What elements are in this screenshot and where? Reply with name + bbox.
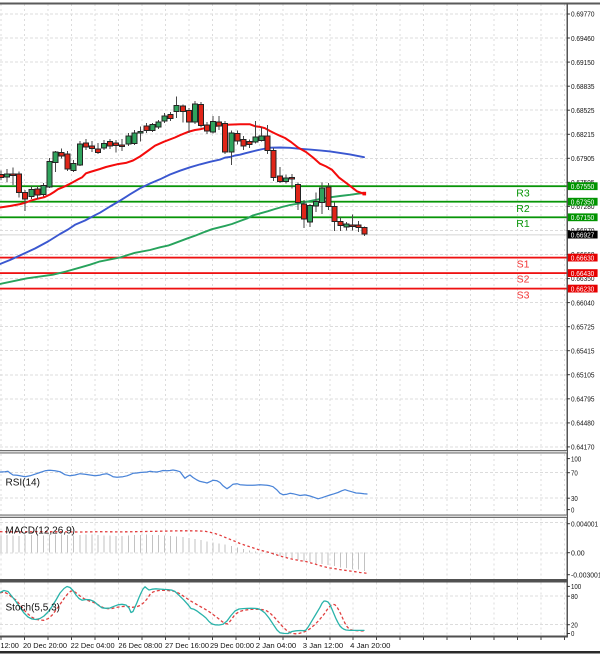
svg-text:0.64170: 0.64170 (571, 443, 595, 452)
svg-text:-0.003001: -0.003001 (571, 570, 600, 579)
svg-text:0.68835: 0.68835 (571, 82, 595, 91)
svg-text:0.69460: 0.69460 (571, 34, 595, 43)
svg-text:S3: S3 (517, 290, 530, 302)
svg-text:3 Jan 12:00: 3 Jan 12:00 (303, 641, 343, 650)
svg-text:0: 0 (571, 505, 574, 514)
svg-text:RSI(14): RSI(14) (6, 477, 40, 488)
svg-text:20 Dec 20:00: 20 Dec 20:00 (23, 641, 67, 650)
svg-text:2 Jan 04:00: 2 Jan 04:00 (256, 641, 296, 650)
svg-text:0.67280: 0.67280 (571, 202, 595, 211)
svg-text:0.69150: 0.69150 (571, 58, 595, 67)
svg-text:27 Dec 16:00: 27 Dec 16:00 (165, 641, 209, 650)
svg-text:29 Dec 00:00: 29 Dec 00:00 (210, 641, 254, 650)
svg-text:S1: S1 (517, 258, 530, 270)
svg-text:0: 0 (571, 629, 574, 638)
svg-text:R2: R2 (516, 203, 530, 215)
svg-text:Stoch(5,5,3): Stoch(5,5,3) (6, 602, 60, 613)
svg-text:26 Dec 08:00: 26 Dec 08:00 (118, 641, 162, 650)
svg-text:30: 30 (571, 494, 578, 503)
svg-text:0.66630: 0.66630 (571, 253, 595, 262)
svg-text:4 Jan 20:00: 4 Jan 20:00 (350, 641, 390, 650)
svg-text:80: 80 (571, 592, 578, 601)
svg-text:0.67905: 0.67905 (571, 154, 595, 163)
svg-text:0.65415: 0.65415 (571, 346, 595, 355)
svg-text:70: 70 (571, 468, 578, 477)
svg-text:0.68215: 0.68215 (571, 130, 595, 139)
svg-text:0.004001: 0.004001 (571, 519, 598, 528)
svg-text:S2: S2 (517, 274, 530, 286)
svg-text:R1: R1 (516, 218, 530, 230)
svg-text:0.00: 0.00 (571, 548, 585, 557)
svg-text:12:00: 12:00 (1, 641, 19, 650)
svg-text:0.66040: 0.66040 (571, 298, 595, 307)
svg-text:0.66927: 0.66927 (571, 230, 595, 239)
svg-text:0.66430: 0.66430 (571, 269, 595, 278)
svg-text:0.66230: 0.66230 (571, 284, 595, 293)
svg-text:100: 100 (571, 582, 581, 591)
svg-text:22 Dec 04:00: 22 Dec 04:00 (71, 641, 115, 650)
svg-text:0.68525: 0.68525 (571, 106, 595, 115)
svg-text:0.65105: 0.65105 (571, 370, 595, 379)
svg-text:0.66350: 0.66350 (571, 274, 595, 283)
svg-text:0.67150: 0.67150 (571, 213, 595, 222)
svg-text:R3: R3 (516, 187, 530, 199)
svg-text:0.67350: 0.67350 (571, 197, 595, 206)
svg-text:0.67550: 0.67550 (571, 182, 595, 191)
svg-text:20: 20 (571, 620, 578, 629)
svg-text:0.64795: 0.64795 (571, 395, 595, 404)
svg-text:0.69770: 0.69770 (571, 10, 595, 19)
svg-text:0.65725: 0.65725 (571, 322, 595, 331)
svg-text:MACD(12,26,9): MACD(12,26,9) (6, 525, 75, 536)
svg-text:100: 100 (571, 454, 581, 463)
svg-text:0.64480: 0.64480 (571, 419, 595, 428)
